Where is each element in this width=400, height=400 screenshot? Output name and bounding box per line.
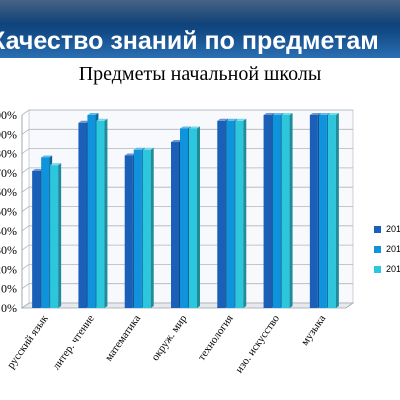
bar xyxy=(41,157,50,308)
bar xyxy=(263,115,272,308)
bar-top xyxy=(142,147,154,150)
x-tick-label: музыка xyxy=(299,313,329,348)
bar xyxy=(281,115,290,308)
bar-top xyxy=(41,155,53,158)
y-tick-label: 10% xyxy=(0,282,17,296)
y-tick-label: 70% xyxy=(0,166,17,180)
bar-top xyxy=(78,120,90,123)
bar-top xyxy=(235,118,247,121)
bar-top xyxy=(327,113,339,115)
bar-side xyxy=(289,113,293,308)
legend-label: 2013 xyxy=(386,264,400,274)
x-tick-label: технология xyxy=(196,313,236,363)
y-tick-label: 100% xyxy=(0,108,17,122)
y-tick-label: 30% xyxy=(0,243,17,257)
x-tick-label: математика xyxy=(103,313,144,364)
bar-top xyxy=(272,113,284,115)
bar xyxy=(78,122,87,308)
legend-swatch xyxy=(374,226,381,233)
bar-top xyxy=(96,118,108,121)
bar-side xyxy=(150,147,154,308)
bar xyxy=(180,128,188,308)
x-tick-label: изо. искусство xyxy=(233,312,282,375)
bar-top xyxy=(318,113,330,115)
bar-top xyxy=(32,168,44,171)
legend-swatch xyxy=(374,246,381,253)
legend-label: 2011 xyxy=(386,224,400,234)
bar xyxy=(87,115,96,308)
chart-title: Предметы начальной школы xyxy=(78,63,322,85)
bar xyxy=(189,128,197,308)
bar xyxy=(217,120,226,308)
bar-top xyxy=(124,153,136,156)
bar-side xyxy=(197,126,200,308)
gridline xyxy=(21,109,353,116)
bar xyxy=(309,115,318,308)
legend-swatch xyxy=(374,266,381,273)
bar-top xyxy=(87,113,99,115)
bar-side xyxy=(104,118,108,308)
bar xyxy=(171,142,179,308)
bar xyxy=(133,149,142,308)
bar xyxy=(96,120,105,308)
bar-side xyxy=(58,163,62,308)
bar-top xyxy=(50,163,62,166)
bar-side xyxy=(243,118,247,308)
y-tick-label: 0% xyxy=(1,301,17,315)
slide-title: Качество знаний по предметам xyxy=(0,27,379,55)
bar xyxy=(32,170,41,308)
bar xyxy=(235,120,244,308)
bar-top xyxy=(226,118,238,121)
y-tick-label: 20% xyxy=(0,262,17,276)
bar-top xyxy=(217,118,229,121)
bar xyxy=(272,115,281,308)
bar xyxy=(226,120,235,308)
bar xyxy=(318,115,327,308)
bar-top xyxy=(171,140,182,143)
slide-header: Качество знаний по предметам xyxy=(0,0,400,58)
header-gloss xyxy=(0,0,400,24)
bar-top xyxy=(309,113,321,115)
x-tick-label: русский язык xyxy=(5,312,51,371)
x-tick-label: окруж. мир xyxy=(149,312,190,363)
bar-top xyxy=(189,126,200,129)
y-tick-label: 90% xyxy=(0,127,17,141)
bar-top xyxy=(263,113,275,115)
bar xyxy=(142,149,151,308)
y-tick-label: 80% xyxy=(0,147,17,161)
bar xyxy=(327,115,336,308)
bar-side xyxy=(335,113,339,308)
y-tick-label: 60% xyxy=(0,185,17,199)
y-tick-label: 50% xyxy=(0,205,17,219)
bar xyxy=(124,155,133,308)
bar xyxy=(50,165,59,308)
bar-top xyxy=(180,126,191,129)
bar-top xyxy=(281,113,293,115)
x-tick-label: литер. чтение xyxy=(50,313,97,372)
y-tick-label: 40% xyxy=(0,224,17,238)
bar-top xyxy=(133,147,145,150)
